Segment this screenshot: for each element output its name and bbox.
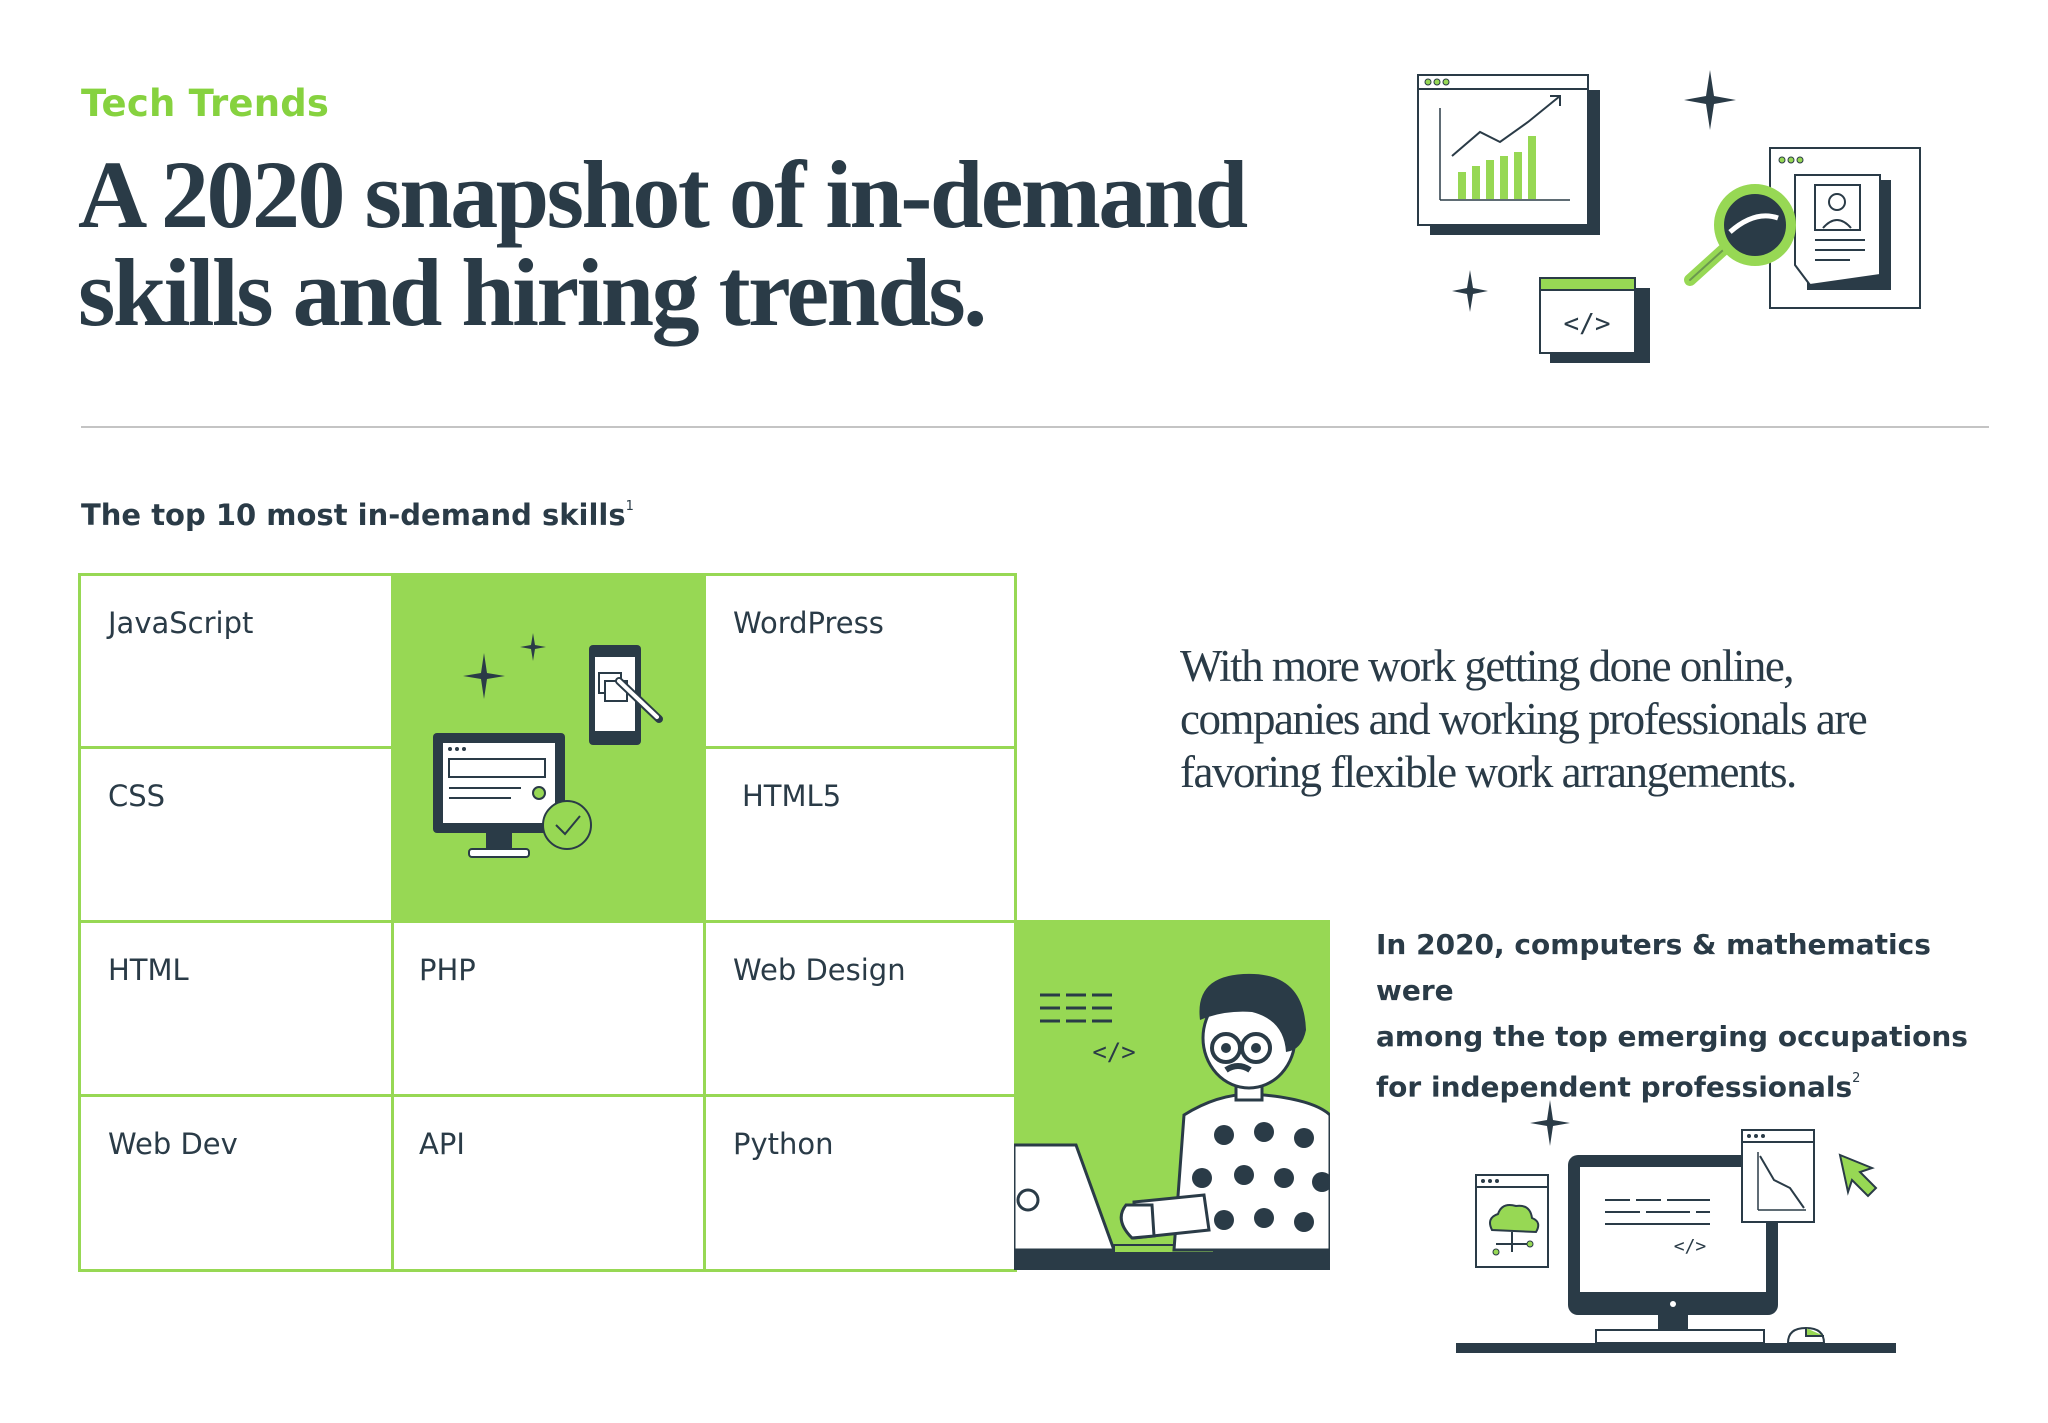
mobile-phone-icon: [589, 645, 663, 745]
growth-chart-window-icon: [1417, 74, 1600, 235]
skill-label: Web Dev: [108, 1127, 238, 1161]
svg-text:</>: </>: [1674, 1236, 1707, 1257]
skill-cell: CSS: [78, 746, 394, 923]
skill-cell: JavaScript: [78, 573, 394, 749]
cloud-window-icon: [1475, 1174, 1549, 1268]
code-tag-icon: </>: [1092, 1038, 1135, 1066]
skill-cell: Web Dev: [78, 1094, 394, 1272]
workstation-illustration: </>: [1456, 1100, 1896, 1353]
skill-label: HTML5: [742, 779, 842, 813]
skill-cell: PHP: [391, 920, 706, 1097]
eyebrow-label: Tech Trends: [81, 82, 330, 125]
skills-section-title: The top 10 most in-demand skills1: [81, 498, 634, 532]
skill-cell: HTML: [78, 920, 394, 1097]
note-line-2: among the top emerging occupations: [1376, 1020, 1968, 1053]
sparkle-icon: [1684, 70, 1736, 130]
skill-cell: API: [391, 1094, 706, 1272]
check-circle-icon: [542, 800, 592, 850]
sparkle-icon: [463, 653, 505, 699]
title-line-2: skills and hiring trends.: [78, 239, 987, 346]
magnifier-icon: [1684, 184, 1796, 286]
quote-line-1: With more work getting done online,: [1180, 641, 1795, 691]
desktop-monitor-icon: [433, 733, 565, 858]
developer-at-laptop-icon: </>: [1014, 973, 1330, 1270]
skill-label: Python: [733, 1127, 834, 1161]
sparkle-icon: [520, 633, 546, 661]
skill-cell: HTML5: [703, 746, 1017, 923]
footnote-marker: 2: [1852, 1071, 1861, 1086]
chart-window-icon: [1741, 1129, 1815, 1223]
svg-text:</>: </>: [1564, 309, 1611, 339]
skill-label: JavaScript: [108, 606, 254, 640]
header-illustration: </>: [1417, 70, 1921, 363]
code-window-icon: </>: [1539, 277, 1650, 363]
quote-line-2: companies and working professionals are: [1180, 694, 1868, 744]
skill-label: WordPress: [733, 606, 884, 640]
skill-cell: WordPress: [703, 573, 1017, 749]
developer-illustration-tile: </>: [1014, 920, 1330, 1270]
quote-line-3: favoring flexible work arrangements.: [1180, 747, 1797, 797]
sparkle-icon: [1452, 270, 1488, 312]
flexible-work-quote: With more work getting done online, comp…: [1180, 640, 1940, 799]
occupations-note: In 2020, computers & mathematics were am…: [1376, 922, 2016, 1110]
devices-illustration: [433, 633, 663, 858]
mouse-icon: [1786, 1326, 1826, 1344]
section-divider: [81, 426, 1989, 428]
note-line-1: In 2020, computers & mathematics were: [1376, 928, 1931, 1007]
footnote-marker: 1: [625, 499, 634, 515]
skill-cell: Python: [703, 1094, 1017, 1272]
title-line-1: A 2020 snapshot of in-demand: [78, 141, 1248, 248]
skill-label: Web Design: [733, 953, 906, 987]
skill-cell: Web Design: [703, 920, 1017, 1097]
desktop-monitor-icon: </>: [1568, 1155, 1778, 1337]
page-title: A 2020 snapshot of in-demand skills and …: [78, 146, 1278, 342]
note-line-3: for independent professionals: [1376, 1070, 1853, 1104]
skill-label: CSS: [108, 779, 166, 813]
cursor-arrow-icon: [1838, 1153, 1878, 1198]
devices-illustration-tile: [391, 573, 706, 923]
skill-label: PHP: [419, 953, 476, 987]
skill-label: API: [419, 1127, 465, 1161]
keyboard-icon: [1595, 1329, 1765, 1344]
skill-label: HTML: [108, 953, 189, 987]
sparkle-icon: [1530, 1100, 1570, 1146]
